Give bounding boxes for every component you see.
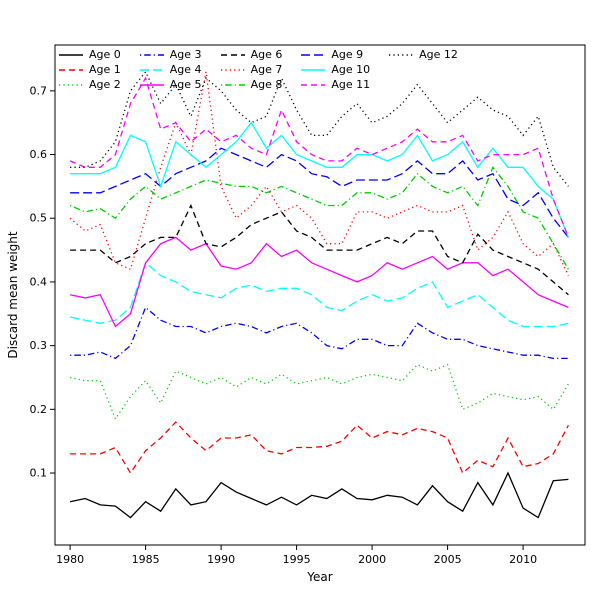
series-line-age-1 — [70, 421, 569, 475]
y-tick-label: 0.3 — [30, 339, 48, 352]
y-tick-label: 0.1 — [30, 467, 48, 480]
legend-label: Age 4 — [169, 63, 202, 76]
x-tick-label: 2000 — [358, 553, 386, 566]
y-tick-label: 0.5 — [30, 212, 48, 225]
x-tick-label: 1980 — [56, 553, 84, 566]
legend-item: Age 4 — [139, 63, 202, 76]
legend-line-sample — [389, 53, 414, 56]
series-line-age-6 — [70, 203, 569, 296]
legend-label: Age 1 — [89, 63, 121, 76]
x-tick-label: 2005 — [434, 553, 462, 566]
legend-label: Age 10 — [331, 63, 371, 76]
y-axis-label: Discard mean weight — [6, 231, 20, 359]
series-line-age-9 — [70, 147, 569, 238]
series-line-age-0 — [69, 471, 569, 519]
legend-line-sample — [59, 53, 83, 56]
x-tick-label: 1985 — [132, 553, 160, 566]
legend-label: Age 6 — [250, 48, 283, 61]
y-tick-label: 0.6 — [30, 148, 48, 161]
legend-label: Age 11 — [331, 78, 371, 91]
legend-label: Age 3 — [169, 48, 202, 61]
legend-label: Age 5 — [169, 78, 202, 91]
legend-label: Age 8 — [250, 78, 283, 91]
legend-line-sample — [301, 83, 326, 86]
legend-item: Age 3 — [139, 48, 202, 61]
y-tick-label: 0.4 — [30, 275, 48, 288]
legend: Age 0 Age 1 Age 2 Age 3 Age 4 Age 5 Age 6 Age 7… — [58, 47, 458, 92]
legend-line-sample — [59, 68, 83, 71]
series-line-age-4 — [69, 261, 569, 328]
legend-label: Age 9 — [331, 48, 364, 61]
legend-item: Age 12 — [388, 48, 458, 61]
legend-label: Age 7 — [250, 63, 283, 76]
series-line-age-12 — [70, 70, 569, 187]
series-line-age-3 — [70, 306, 569, 360]
legend-item: Age 5 — [139, 78, 202, 91]
legend-item: Age 11 — [300, 78, 370, 91]
series-line-age-2 — [69, 363, 569, 421]
x-tick-label: 1990 — [207, 553, 235, 566]
legend-item: Age 8 — [220, 78, 283, 91]
legend-item: Age 7 — [220, 63, 283, 76]
legend-line-sample — [301, 68, 326, 71]
x-tick-label: 1995 — [283, 553, 311, 566]
legend-line-sample — [220, 83, 245, 86]
series-line-age-8 — [69, 166, 569, 270]
series-line-age-7 — [69, 71, 569, 276]
y-tick-label: 0.7 — [30, 84, 48, 97]
y-tick-label: 0.2 — [30, 403, 48, 416]
legend-label: Age 2 — [89, 78, 121, 91]
legend-item: Age 9 — [300, 48, 370, 61]
x-tick-label: 2010 — [509, 553, 537, 566]
plot-box — [54, 44, 586, 546]
legend-line-sample — [139, 83, 164, 86]
legend-line-sample — [220, 53, 245, 56]
legend-item: Age 2 — [58, 78, 121, 91]
legend-item: Age 6 — [220, 48, 283, 61]
series-line-age-5 — [69, 236, 569, 328]
legend-line-sample — [220, 68, 245, 71]
legend-line-sample — [59, 83, 83, 86]
legend-line-sample — [139, 68, 164, 71]
series-line-age-11 — [69, 76, 570, 238]
series-line-age-10 — [70, 121, 570, 238]
legend-line-sample — [301, 53, 326, 56]
legend-item: Age 0 — [58, 48, 121, 61]
legend-item: Age 1 — [58, 63, 121, 76]
x-axis-label: Year — [307, 570, 333, 584]
legend-label: Age 0 — [89, 48, 121, 61]
legend-label: Age 12 — [419, 48, 458, 61]
legend-line-sample — [139, 53, 164, 56]
legend-item: Age 10 — [300, 63, 370, 76]
